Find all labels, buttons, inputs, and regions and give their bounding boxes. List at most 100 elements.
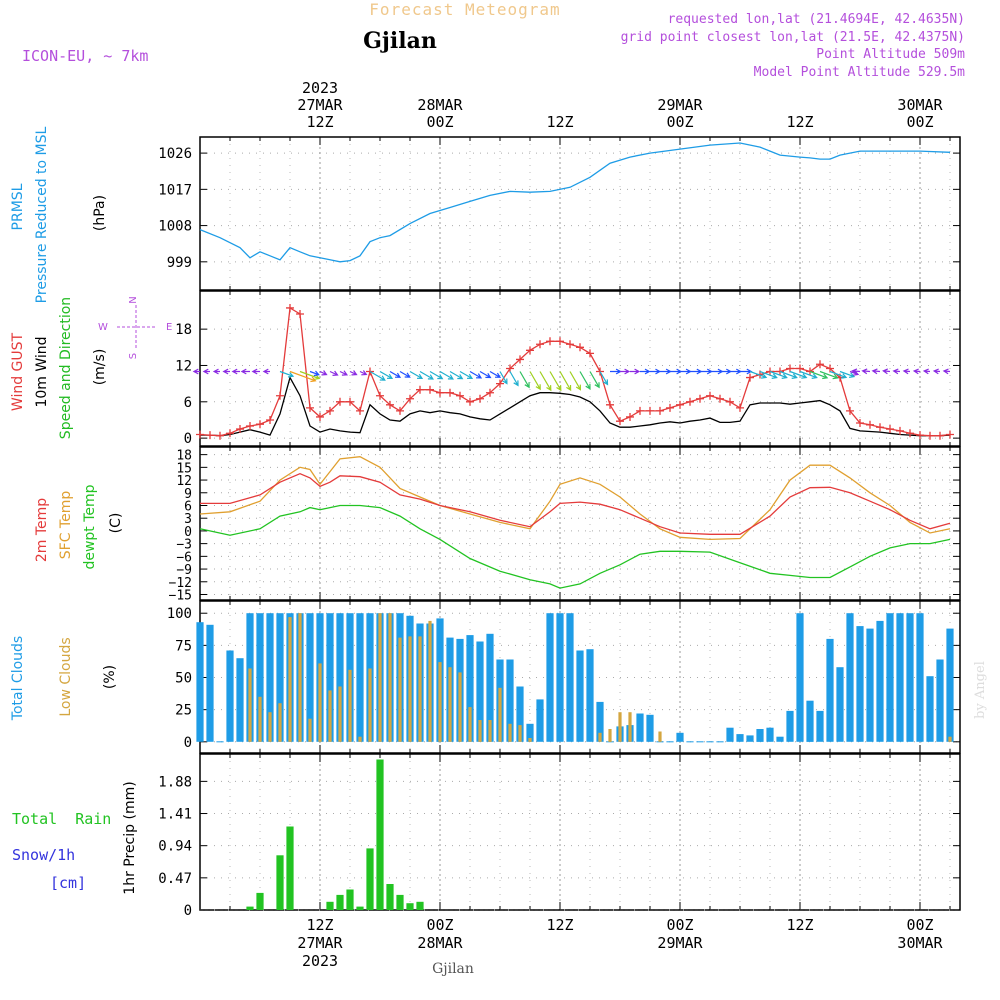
wind-arrow bbox=[740, 368, 753, 375]
y-tick-label: 999 bbox=[167, 255, 192, 271]
label-total-clouds: Total Clouds bbox=[10, 636, 26, 721]
total-cloud-bar bbox=[676, 732, 684, 742]
label-pressure-msl: Pressure Reduced to MSL bbox=[34, 126, 50, 303]
y-tick-label: 1017 bbox=[158, 182, 192, 198]
panel-frame bbox=[199, 753, 961, 911]
wind-arrow bbox=[630, 368, 641, 375]
compass-s: S bbox=[128, 353, 139, 359]
gust-marker bbox=[436, 388, 444, 397]
y-tick-label: 1.41 bbox=[158, 807, 192, 823]
gust-marker bbox=[726, 397, 734, 406]
requested-coords: requested lon,lat (21.4694E, 42.4635N) bbox=[668, 12, 965, 27]
total-cloud-bar bbox=[846, 613, 854, 742]
total-cloud-bar bbox=[576, 650, 584, 742]
wind-arrow bbox=[579, 371, 591, 390]
low-cloud-bar bbox=[388, 613, 392, 742]
top-time-label: 30MAR bbox=[897, 96, 943, 114]
rain-bar bbox=[286, 826, 294, 910]
low-cloud-bar bbox=[428, 620, 432, 742]
gust-marker bbox=[696, 394, 704, 403]
total-cloud-bar bbox=[726, 727, 734, 742]
y-tick-label: −12 bbox=[169, 576, 192, 591]
wind-arrow bbox=[319, 370, 328, 376]
gust-marker bbox=[306, 403, 314, 412]
total-cloud-bar bbox=[306, 613, 314, 742]
wind-arrow bbox=[359, 370, 368, 376]
gust-marker bbox=[216, 431, 224, 440]
rain-bar bbox=[366, 848, 374, 910]
label-celsius: (C) bbox=[108, 513, 124, 534]
wind-arrow bbox=[349, 370, 358, 376]
wind-arrow bbox=[799, 370, 818, 379]
gust-marker bbox=[276, 391, 284, 400]
compass-n: N bbox=[128, 296, 139, 303]
gust-marker bbox=[626, 412, 634, 421]
wind-arrow bbox=[509, 371, 519, 387]
panel-pressure: 999 1008 1017 1026 bbox=[158, 136, 961, 291]
gust-marker bbox=[786, 364, 794, 373]
wind-arrow bbox=[449, 370, 464, 380]
top-time-label: 27MAR bbox=[297, 96, 343, 114]
low-cloud-bar bbox=[598, 732, 602, 742]
gust-marker bbox=[676, 400, 684, 409]
wind-arrow bbox=[932, 368, 941, 375]
wind-arrow bbox=[369, 370, 386, 381]
gust-marker bbox=[536, 340, 544, 349]
top-time-label: 00Z bbox=[426, 113, 453, 131]
y-tick-label: 1008 bbox=[158, 219, 192, 235]
rain-bar bbox=[376, 759, 384, 910]
total-cloud-bar bbox=[646, 714, 654, 742]
wind-arrow bbox=[489, 370, 502, 378]
wind-arrow bbox=[439, 370, 454, 380]
gust-marker bbox=[926, 431, 934, 440]
gust-marker bbox=[286, 303, 294, 312]
gust-marker bbox=[856, 418, 864, 427]
wind-arrow bbox=[779, 370, 798, 379]
total-cloud-bar bbox=[766, 727, 774, 742]
y-tick-label: 50 bbox=[175, 671, 192, 687]
gust-marker bbox=[226, 429, 234, 438]
gust-marker bbox=[236, 425, 244, 434]
wind-arrow bbox=[640, 368, 651, 375]
wind-arrow bbox=[829, 370, 848, 379]
label-precip-mm: 1hr Precip (mm) bbox=[122, 781, 138, 894]
gust-marker bbox=[336, 397, 344, 406]
bottom-time-label: 12Z bbox=[786, 916, 813, 934]
gust-marker bbox=[886, 425, 894, 434]
top-time-label: 12Z bbox=[786, 113, 813, 131]
gust-marker bbox=[816, 360, 824, 369]
wind-arrow bbox=[559, 371, 572, 392]
total-cloud-bar bbox=[486, 633, 494, 742]
wind-arrow bbox=[279, 370, 295, 378]
wind-arrow bbox=[849, 370, 860, 376]
wind-arrow bbox=[459, 370, 474, 380]
wind-arrow bbox=[309, 370, 320, 377]
total-cloud-bar bbox=[476, 641, 484, 742]
gust-marker bbox=[346, 397, 354, 406]
total-cloud-bar bbox=[326, 613, 334, 742]
top-time-label: 28MAR bbox=[417, 96, 463, 114]
y-tick-label: 3 bbox=[184, 512, 192, 527]
gust-marker bbox=[936, 431, 944, 440]
gust-marker bbox=[266, 415, 274, 424]
total-cloud-bar bbox=[896, 613, 904, 742]
y-tick-label: 6 bbox=[184, 395, 192, 411]
wind-arrow bbox=[851, 368, 861, 375]
total-cloud-bar bbox=[756, 729, 764, 742]
gust-marker bbox=[846, 406, 854, 415]
wind-arrow bbox=[809, 370, 829, 380]
wind-arrow bbox=[892, 368, 901, 375]
gust-marker bbox=[316, 412, 324, 421]
gust-marker bbox=[556, 337, 564, 346]
gust-marker bbox=[546, 337, 554, 346]
top-time-label: 12Z bbox=[546, 113, 573, 131]
total-cloud-bar bbox=[276, 613, 284, 742]
wind-arrow bbox=[289, 370, 317, 383]
y-tick-label: 0 bbox=[184, 431, 192, 447]
gust-marker bbox=[566, 340, 574, 349]
gust-marker bbox=[946, 430, 954, 439]
wind-arrow bbox=[202, 368, 210, 375]
y-tick-label: 18 bbox=[176, 449, 192, 464]
wind-arrow bbox=[539, 371, 552, 392]
low-cloud-bar bbox=[248, 668, 252, 742]
